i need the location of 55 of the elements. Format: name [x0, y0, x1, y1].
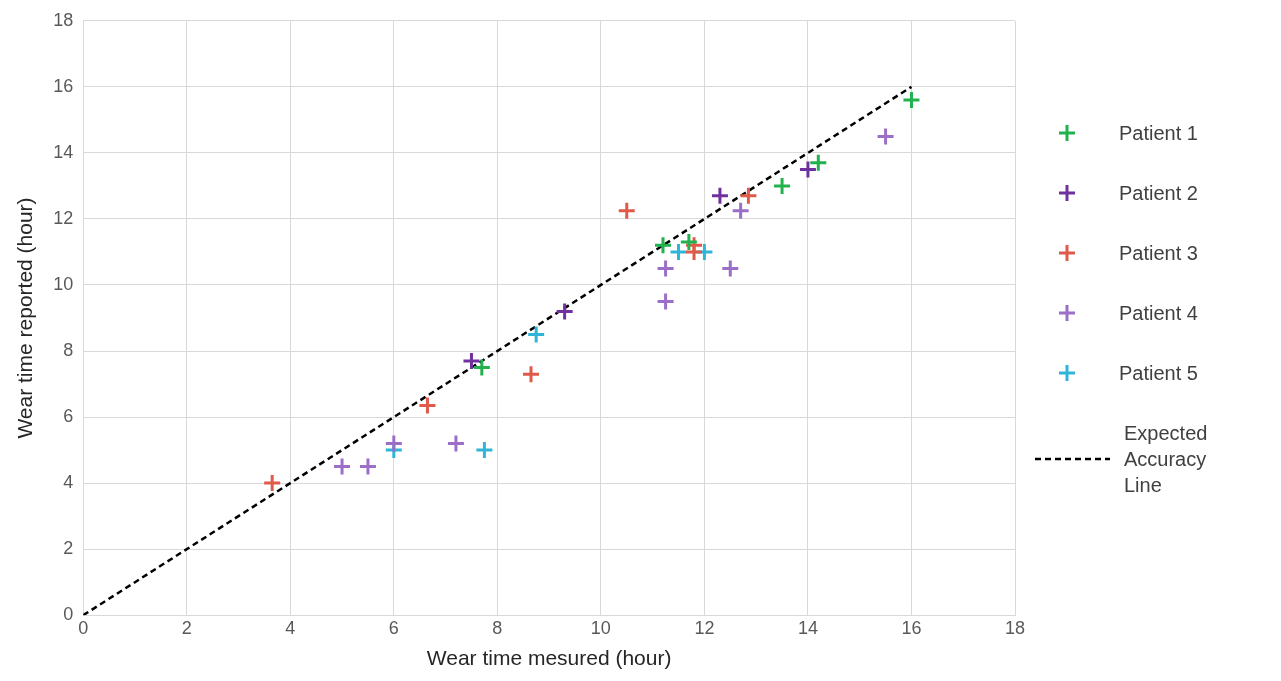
point — [358, 457, 378, 477]
point — [656, 291, 676, 311]
x-axis-title: Wear time mesured (hour) — [426, 646, 672, 670]
x-tick-label: 10 — [590, 617, 611, 638]
point — [653, 235, 673, 255]
legend-label: Patient 2 — [1119, 181, 1199, 206]
point — [555, 301, 575, 321]
y-axis-title: Wear time reported (hour) — [13, 197, 37, 439]
point — [417, 396, 437, 416]
legend-label: Patient 3 — [1119, 241, 1199, 266]
x-tick-label: 18 — [1004, 617, 1026, 638]
x-tick-label: 8 — [492, 617, 503, 638]
point — [738, 186, 758, 206]
point — [808, 153, 828, 173]
x-tick-label: 14 — [797, 617, 818, 638]
y-tick-label: 4 — [63, 472, 74, 493]
x-tick-label: 2 — [181, 617, 192, 638]
point — [901, 90, 921, 110]
y-tick-label: 10 — [53, 273, 74, 294]
x-tick-label: 4 — [285, 617, 296, 638]
point — [710, 186, 730, 206]
legend-label: Patient 1 — [1119, 121, 1199, 146]
y-tick-label: 18 — [53, 9, 74, 30]
point — [384, 433, 404, 453]
y-tick-label: 8 — [63, 339, 74, 360]
legend-label: Patient 5 — [1119, 361, 1199, 386]
y-tick-label: 12 — [53, 207, 74, 228]
y-tick-label: 6 — [63, 406, 74, 427]
point — [521, 364, 541, 384]
point — [446, 433, 466, 453]
point — [656, 258, 676, 278]
x-tick-label: 16 — [901, 617, 922, 638]
point — [679, 232, 699, 252]
point — [669, 242, 689, 262]
point — [332, 457, 352, 477]
point — [720, 258, 740, 278]
x-tick-label: 0 — [78, 617, 89, 638]
y-tick-label: 0 — [63, 604, 74, 625]
x-tick-label: 6 — [388, 617, 399, 638]
y-tick-label: 16 — [53, 75, 74, 96]
point — [526, 325, 546, 345]
legend-label: Expected Accuracy Line — [1124, 421, 1209, 498]
point — [731, 201, 751, 221]
y-tick-label: 2 — [63, 538, 74, 559]
y-tick-label: 14 — [53, 141, 74, 162]
legend-label: Patient 4 — [1119, 301, 1199, 326]
point — [461, 351, 481, 371]
point — [876, 126, 896, 146]
point — [617, 201, 637, 221]
point — [474, 440, 494, 460]
x-tick-label: 12 — [694, 617, 715, 638]
point — [798, 159, 818, 179]
point — [772, 176, 792, 196]
point — [262, 473, 282, 493]
point — [472, 358, 492, 378]
